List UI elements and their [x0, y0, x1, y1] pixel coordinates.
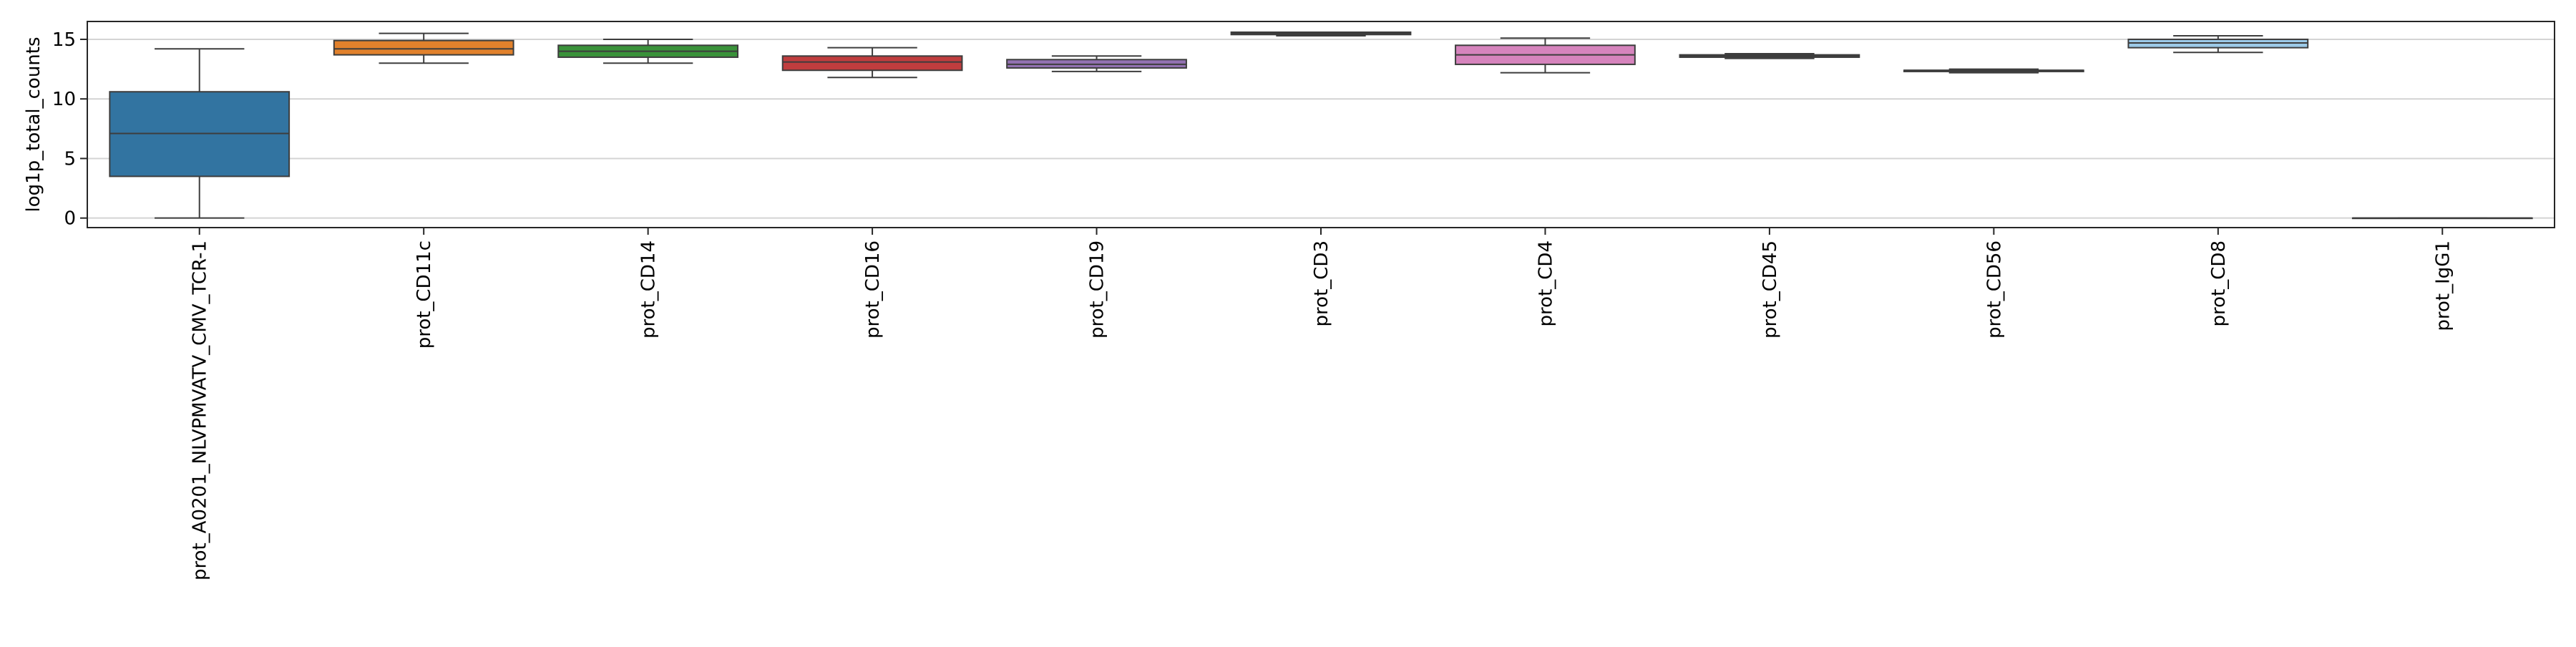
box-5 [1230, 31, 1412, 37]
x-tick-label: prot_CD8 [2208, 240, 2230, 326]
box-4 [1006, 55, 1187, 72]
x-tick-label: prot_CD4 [1535, 240, 1556, 326]
grid-layer [87, 38, 2555, 219]
y-axis: 0 5 10 15 [52, 29, 87, 230]
box-iqr [333, 39, 514, 56]
x-tick-label: prot_CD45 [1760, 240, 1781, 339]
x-tick-label: prot_CD14 [638, 240, 660, 339]
box-1 [333, 32, 514, 64]
box-6 [1455, 37, 1636, 74]
box-10 [2351, 217, 2533, 220]
y-tick-label: 15 [52, 29, 76, 51]
box-3 [781, 47, 963, 79]
box-7 [1679, 52, 1860, 59]
x-tick-label: prot_CD16 [862, 240, 884, 339]
y-tick-label: 10 [52, 89, 76, 110]
box-9 [2127, 34, 2309, 54]
box-layer [109, 31, 2533, 220]
box-iqr [781, 55, 963, 72]
box-0 [109, 48, 291, 219]
x-axis: prot_A0201_NLVPMVATV_CMV_TCR-1 prot_CD11c… [190, 228, 2454, 580]
x-tick-label: prot_CD56 [1984, 240, 2005, 339]
x-tick-label: prot_A0201_NLVPMVATV_CMV_TCR-1 [190, 240, 211, 580]
x-tick-label: prot_CD19 [1087, 240, 1108, 339]
box-8 [1903, 68, 2084, 74]
y-tick-label: 0 [64, 208, 76, 230]
box-2 [557, 38, 739, 64]
x-tick-label: prot_CD11c [414, 240, 435, 349]
y-axis-label: log1p_total_counts [23, 37, 44, 212]
x-tick-label: prot_CD3 [1311, 240, 1332, 326]
x-tick-label: prot_IgG1 [2432, 240, 2454, 331]
y-tick-label: 5 [64, 148, 76, 170]
